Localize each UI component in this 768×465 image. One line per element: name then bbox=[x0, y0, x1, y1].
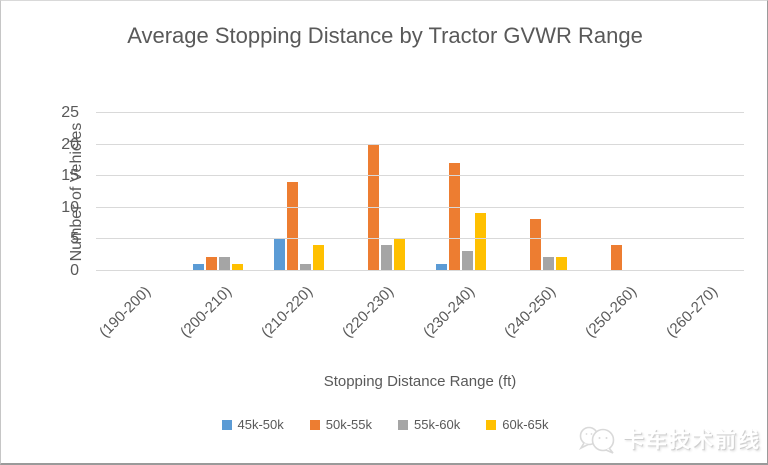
gridline bbox=[96, 112, 744, 113]
chat-bubbles-logo-icon bbox=[578, 426, 615, 454]
bar-50k-55k bbox=[205, 257, 217, 270]
legend-swatch bbox=[309, 419, 320, 430]
y-tick-label: 20 bbox=[61, 135, 79, 153]
bar-45k-50k bbox=[192, 263, 204, 270]
legend-swatch bbox=[221, 419, 232, 430]
bar-55k-60k bbox=[461, 251, 473, 270]
legend: 45k-50k 50k-55k 55k-60k 60k-65k bbox=[1, 417, 767, 432]
bar-groups bbox=[96, 112, 744, 270]
y-tick-label: 0 bbox=[70, 262, 79, 279]
bar-60k-65k bbox=[474, 213, 486, 270]
gridline bbox=[96, 143, 744, 145]
bar-55k-60k bbox=[380, 244, 392, 270]
bar-group-(240-250) bbox=[501, 112, 582, 270]
bar-55k-60k bbox=[218, 257, 230, 270]
legend-label: 45k-50k bbox=[237, 417, 284, 432]
y-tick-label: 25 bbox=[61, 104, 79, 121]
legend-item-60k-65k: 60k-65k bbox=[486, 417, 549, 432]
gridline bbox=[96, 238, 744, 240]
bar-group-(230-240) bbox=[420, 112, 501, 270]
bar-group-(210-220) bbox=[258, 112, 339, 270]
bar-60k-65k bbox=[555, 257, 567, 270]
bar-45k-50k bbox=[435, 263, 447, 270]
gridline bbox=[96, 270, 744, 271]
legend-item-45k-50k: 45k-50k bbox=[221, 417, 284, 432]
legend-swatch bbox=[486, 419, 497, 430]
bar-group-(260-270) bbox=[663, 112, 744, 270]
y-axis-ticks: 0 5 10 15 20 25 bbox=[41, 104, 89, 279]
bar-60k-65k bbox=[231, 263, 243, 270]
y-tick-label: 15 bbox=[61, 167, 79, 185]
legend-item-55k-60k: 55k-60k bbox=[398, 417, 460, 432]
watermark: 卡车技术前线 bbox=[576, 423, 761, 455]
bar-group-(220-230) bbox=[339, 112, 420, 270]
plot-area bbox=[96, 112, 744, 271]
legend-swatch bbox=[398, 419, 408, 430]
bar-55k-60k bbox=[299, 263, 311, 270]
bar-group-(200-210) bbox=[177, 112, 258, 270]
gridline bbox=[96, 206, 744, 208]
y-tick-label: 10 bbox=[61, 198, 79, 216]
y-tick-label: 5 bbox=[70, 230, 79, 248]
bar-45k-50k bbox=[273, 238, 285, 270]
legend-item-50k-55k: 50k-55k bbox=[309, 417, 372, 432]
x-axis-title: Stopping Distance Range (ft) bbox=[323, 373, 517, 390]
bar-group-(190-200) bbox=[96, 112, 177, 270]
chart-title: Average Stopping Distance by Tractor GVW… bbox=[127, 23, 643, 48]
watermark-text: 卡车技术前线 bbox=[623, 429, 761, 452]
bar-60k-65k bbox=[393, 238, 405, 270]
bar-50k-55k bbox=[448, 162, 460, 270]
bar-50k-55k bbox=[529, 219, 541, 270]
bar-group-(250-260) bbox=[582, 112, 663, 270]
bar-55k-60k bbox=[542, 257, 554, 270]
bar-50k-55k bbox=[286, 181, 298, 270]
legend-label: 50k-55k bbox=[325, 417, 372, 432]
legend-label: 55k-60k bbox=[414, 417, 461, 432]
bar-60k-65k bbox=[312, 244, 324, 270]
legend-label: 60k-65k bbox=[502, 417, 549, 432]
bar-50k-55k bbox=[610, 244, 622, 270]
x-axis-labels: (190-200) (200-210) (210-220) (220-230) (230… bbox=[96, 283, 722, 342]
gridline bbox=[96, 175, 744, 177]
bar-50k-55k bbox=[367, 143, 379, 270]
